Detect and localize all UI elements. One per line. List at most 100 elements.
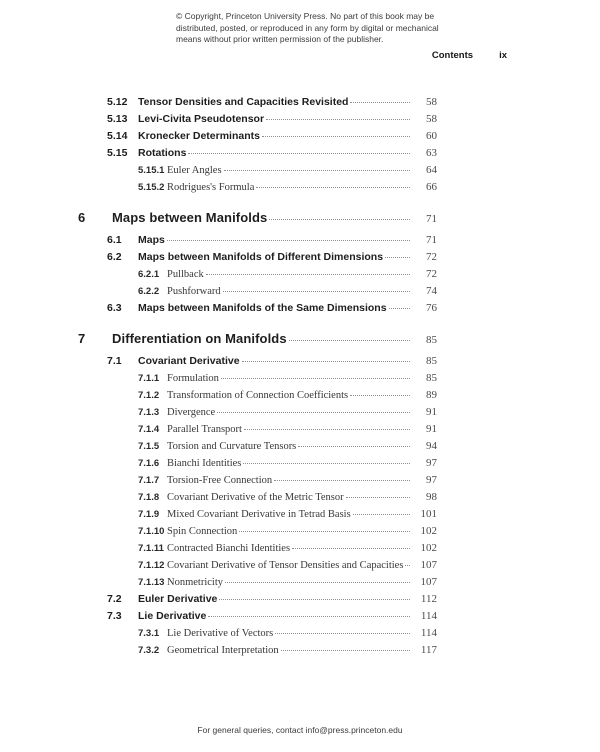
leader-dots <box>275 633 410 634</box>
toc-entry: 7.3.1 Lie Derivative of Vectors 114 <box>78 625 437 642</box>
leader-dots <box>241 361 410 362</box>
entry-number: 7.1 <box>107 355 122 367</box>
leader-dots <box>219 599 410 600</box>
entry-title: Maps between Manifolds <box>112 210 268 225</box>
entry-number: 7.1.11 <box>138 543 164 554</box>
toc-entry: 7.1.5 Torsion and Curvature Tensors 94 <box>78 438 437 455</box>
entry-number: 6 <box>78 210 86 225</box>
entry-number: 7.1.10 <box>138 526 165 537</box>
entry-title: Tensor Densities and Capacities Revisite… <box>138 96 349 108</box>
entry-number: 7.1.13 <box>138 577 165 588</box>
leader-dots <box>166 240 410 241</box>
running-header: Contents ix <box>432 50 507 61</box>
copyright-line: distributed, posted, or reproduced in an… <box>176 22 439 33</box>
entry-number: 5.14 <box>107 130 128 142</box>
toc-entry: 7.1.3 Divergence 91 <box>78 404 437 421</box>
toc-entry: 7.1.9 Mixed Covariant Derivative in Tetra… <box>78 506 437 523</box>
entry-number: 6.2.2 <box>138 286 160 297</box>
entry-title: Torsion and Curvature Tensors <box>167 441 297 452</box>
entry-title: Mixed Covariant Derivative in Tetrad Bas… <box>167 509 351 520</box>
leader-dots <box>298 446 410 447</box>
toc-entry: 7.1.10 Spin Connection 102 <box>78 523 437 540</box>
entry-page-number: 74 <box>426 285 437 297</box>
entry-page-number: 107 <box>420 559 438 571</box>
entry-number: 7.3.2 <box>138 645 160 656</box>
entry-title: Euler Derivative <box>138 593 218 605</box>
entry-title: Covariant Derivative of Tensor Densities… <box>167 560 404 571</box>
footer-note: For general queries, contact info@press.… <box>197 725 403 735</box>
toc-entry: 7.1.11 Contracted Bianchi Identities 102 <box>78 540 437 557</box>
toc-entry: 7.3.2 Geometrical Interpretation 117 <box>78 642 437 659</box>
entry-number: 6.1 <box>107 234 122 246</box>
leader-dots <box>239 531 410 532</box>
entry-title: Covariant Derivative <box>138 355 240 367</box>
entry-number: 7.1.1 <box>138 373 160 384</box>
contents-label: Contents <box>431 50 474 61</box>
entry-title: Euler Angles <box>167 165 222 176</box>
entry-number: 5.15.1 <box>138 165 165 176</box>
entry-number: 7.1.5 <box>138 441 160 452</box>
entry-number: 7.3.1 <box>138 628 160 639</box>
copyright-notice: © Copyright, Princeton University Press.… <box>176 11 439 46</box>
leader-dots <box>205 274 410 275</box>
entry-page-number: 64 <box>426 164 437 176</box>
entry-page-number: 98 <box>426 491 437 503</box>
toc-entry: 5.15.1 Euler Angles 64 <box>78 162 437 179</box>
leader-dots <box>350 395 410 396</box>
toc-entry: 7.1.13 Nonmetricity 107 <box>78 574 437 591</box>
entry-page-number: 58 <box>426 96 437 108</box>
entry-page-number: 91 <box>426 406 437 418</box>
entry-number: 5.13 <box>107 113 128 125</box>
leader-dots <box>261 136 410 137</box>
copyright-line: means without prior written permission o… <box>176 34 384 44</box>
entry-title: Rotations <box>138 147 187 159</box>
toc-entry: 7.1.1 Formulation 85 <box>78 370 437 387</box>
entry-title: Lie Derivative <box>138 610 207 622</box>
toc-entry: 5.13 Levi-Civita Pseudotensor 58 <box>78 111 437 128</box>
leader-dots <box>352 514 410 515</box>
entry-title: Divergence <box>167 407 216 418</box>
toc-entry: 7.1.4 Parallel Transport 91 <box>78 421 437 438</box>
entry-number: 7.1.7 <box>138 475 160 486</box>
entry-page-number: 71 <box>426 213 437 225</box>
toc-entry: 6.2 Maps between Manifolds of Different D… <box>78 249 437 266</box>
toc-entry: 7.1.6 Bianchi Identities 97 <box>78 455 437 472</box>
entry-title: Bianchi Identities <box>167 458 242 469</box>
entry-title: Torsion-Free Connection <box>167 475 273 486</box>
toc-entry: 7.3 Lie Derivative 114 <box>78 608 437 625</box>
toc-entry: 7.1 Covariant Derivative 85 <box>78 353 437 370</box>
toc-entry: 6.1 Maps 71 <box>78 232 437 249</box>
entry-title: Differentiation on Manifolds <box>112 331 287 346</box>
leader-dots <box>388 308 410 309</box>
copyright-line: © Copyright, Princeton University Press.… <box>176 11 435 21</box>
toc-entry: 6.2.2 Pushforward 74 <box>78 283 437 300</box>
leader-dots <box>345 497 410 498</box>
entry-page-number: 60 <box>426 130 437 142</box>
toc-entry: 5.12 Tensor Densities and Capacities Revi… <box>78 94 437 111</box>
entry-page-number: 71 <box>426 234 437 246</box>
leader-dots <box>217 412 410 413</box>
entry-number: 6.2.1 <box>138 269 160 280</box>
entry-title: Maps between Manifolds of the Same Dimen… <box>138 302 387 314</box>
entry-page-number: 97 <box>426 474 437 486</box>
leader-dots <box>222 291 410 292</box>
entry-number: 5.12 <box>107 96 128 108</box>
entry-page-number: 97 <box>426 457 437 469</box>
entry-page-number: 72 <box>426 268 437 280</box>
leader-dots <box>385 257 410 258</box>
entry-page-number: 114 <box>420 610 437 622</box>
entry-title: Rodrigues's Formula <box>167 182 255 193</box>
entry-number: 6.3 <box>107 302 122 314</box>
toc-entry: 5.15.2 Rodrigues's Formula 66 <box>78 179 437 196</box>
entry-title: Levi-Civita Pseudotensor <box>138 113 265 125</box>
entry-title: Lie Derivative of Vectors <box>167 628 274 639</box>
entry-title: Formulation <box>167 373 219 384</box>
entry-page-number: 85 <box>426 372 437 384</box>
entry-page-number: 117 <box>420 644 437 656</box>
toc-entry: 6.3 Maps between Manifolds of the Same Di… <box>78 300 437 317</box>
leader-dots <box>223 170 410 171</box>
entry-number: 7.1.3 <box>138 407 160 418</box>
entry-number: 7.1.4 <box>138 424 160 435</box>
entry-page-number: 85 <box>426 334 437 346</box>
